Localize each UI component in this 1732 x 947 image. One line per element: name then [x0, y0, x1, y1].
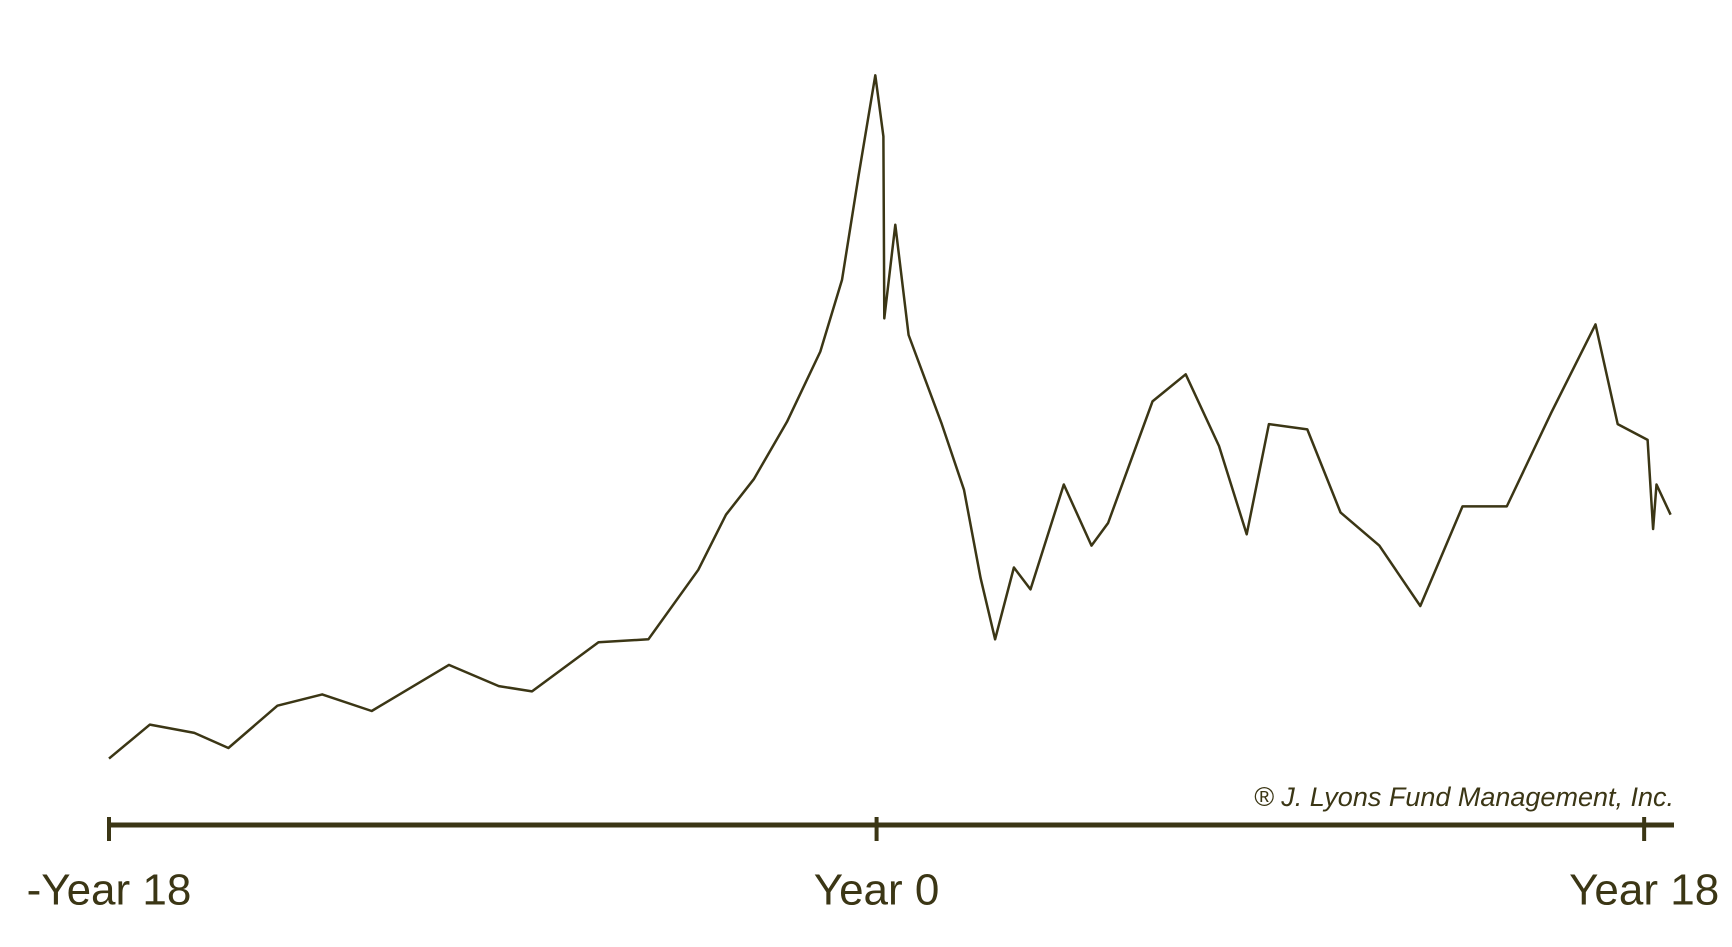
x-tick-label: Year 0 — [814, 866, 940, 915]
x-tick-label: Year 18 — [1569, 866, 1719, 915]
credit: ® J. Lyons Fund Management, Inc. — [1254, 782, 1674, 812]
x-tick-label: -Year 18 — [27, 866, 192, 915]
price-line — [108, 74, 1672, 760]
